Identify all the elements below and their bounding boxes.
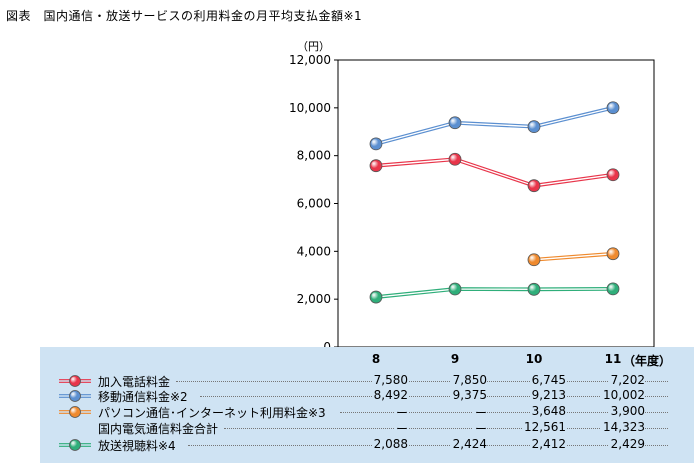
y-tick-label: 10,000 (289, 101, 331, 115)
table-row: 加入電話料金 7,580 7,850 6,745 7,202 (40, 372, 694, 390)
x-tick-label: 9 (450, 352, 460, 366)
data-point-highlight (529, 284, 537, 292)
y-tick-label: 8,000 (297, 149, 331, 163)
table-cell-wrap: 7,202 (573, 373, 645, 387)
data-point-highlight (529, 122, 537, 130)
table-cell-wrap: 9,213 (494, 388, 566, 402)
data-point-highlight (450, 284, 458, 292)
table-cell: ー (393, 404, 408, 421)
table-cell: 14,323 (601, 420, 645, 434)
x-tick-label: 10 (525, 352, 543, 366)
legend-marker-3 (59, 406, 91, 418)
series-label: 放送視聴料※4 (98, 439, 176, 453)
y-tick-label: 12,000 (289, 53, 331, 67)
y-axis-unit: （円） (297, 40, 330, 53)
table-row: 国内電気通信料金合計 ー ー 12,561 14,323 (40, 419, 694, 437)
legend-marker-2 (59, 390, 91, 402)
plot-area (337, 59, 655, 348)
series-line-3 (533, 254, 614, 262)
table-cell-wrap: 10,002 (573, 388, 645, 402)
table-cell: 7,850 (450, 373, 487, 387)
table-cell: 2,429 (608, 437, 645, 451)
table-cell-wrap: 2,429 (573, 437, 645, 451)
table-cell-wrap: 7,850 (415, 373, 487, 387)
y-tick-label: 6,000 (297, 197, 331, 211)
table-cell-wrap: 14,323 (573, 420, 645, 434)
table-cell: 10,002 (601, 388, 645, 402)
legend-marker-1 (59, 375, 91, 387)
leader-dots (176, 381, 668, 382)
series-label: 移動通信料金※2 (98, 390, 188, 404)
table-cell-wrap: 9,375 (415, 388, 487, 402)
data-point-highlight (450, 154, 458, 162)
x-tick-label: 8 (371, 352, 381, 366)
data-point-highlight (608, 249, 616, 257)
series-line-5 (375, 287, 614, 297)
data-point-highlight (371, 292, 379, 300)
table-cell-wrap: 2,412 (494, 437, 566, 451)
y-tick-label: 4,000 (297, 244, 331, 258)
leader-dots (340, 412, 668, 413)
table-row: 放送視聴料※4 2,088 2,424 2,412 2,429 (40, 436, 694, 454)
table-cell: 2,412 (529, 437, 566, 451)
legend-marker-5 (59, 439, 91, 451)
table-cell-wrap: ー (415, 404, 487, 421)
table-cell: ー (393, 420, 408, 437)
table-cell-wrap: 7,580 (336, 373, 408, 387)
table-cell: 9,213 (529, 388, 566, 402)
table-cell: 7,202 (608, 373, 645, 387)
table-cell-wrap: 2,088 (336, 437, 408, 451)
series-line-1 (375, 159, 614, 188)
series-line-2 (375, 108, 614, 146)
y-tick-label: 2,000 (297, 292, 331, 306)
table-row: パソコン通信･インターネット利用料金※3 ー ー 3,648 3,900 (40, 403, 694, 421)
table-cell: 7,580 (371, 373, 408, 387)
chart-title: 図表 国内通信・放送サービスの利用料金の月平均支払金額※1 (6, 9, 363, 23)
table-cell-wrap: 3,648 (494, 404, 566, 418)
table-cell: ー (472, 420, 487, 437)
data-point-highlight (608, 170, 616, 178)
table-cell-wrap: 6,745 (494, 373, 566, 387)
data-point-highlight (371, 139, 379, 147)
table-cell-wrap: ー (415, 420, 487, 437)
leader-dots (200, 396, 668, 397)
data-point-highlight (608, 284, 616, 292)
data-point-highlight (371, 161, 379, 169)
series-line-1 (375, 157, 614, 185)
series-line-3 (533, 251, 614, 260)
table-cell: 6,745 (529, 373, 566, 387)
table-row: 移動通信料金※2 8,492 9,375 9,213 10,002 (40, 387, 694, 405)
series-label: パソコン通信･インターネット利用料金※3 (98, 406, 326, 420)
series-label: 加入電話料金 (98, 375, 171, 389)
table-cell: 12,561 (522, 420, 566, 434)
table-cell: ー (472, 404, 487, 421)
data-point-highlight (608, 103, 616, 111)
x-tick-label: 11 (604, 352, 622, 366)
table-cell: 9,375 (450, 388, 487, 402)
series-label: 国内電気通信料金合計 (98, 422, 219, 436)
table-cell: 3,900 (608, 404, 645, 418)
table-cell: 8,492 (371, 388, 408, 402)
leader-dots (188, 445, 668, 446)
table-cell-wrap: ー (336, 404, 408, 421)
data-table: 8 9 10 11 （年度） 加入電話料金 7,580 7,850 6,745 7,202 移動通… (40, 347, 694, 463)
x-axis-unit: （年度） (623, 354, 672, 368)
table-cell-wrap: 12,561 (494, 420, 566, 434)
leader-dots (224, 428, 668, 429)
table-cell-wrap: 8,492 (336, 388, 408, 402)
table-cell-wrap: 2,424 (415, 437, 487, 451)
data-point-highlight (529, 255, 537, 263)
table-cell: 2,424 (450, 437, 487, 451)
table-cell-wrap: ー (336, 420, 408, 437)
data-point-highlight (529, 181, 537, 189)
table-cell-wrap: 3,900 (573, 404, 645, 418)
series-line-5 (375, 289, 614, 299)
data-point-highlight (450, 118, 458, 126)
table-cell: 3,648 (529, 404, 566, 418)
series-line-2 (375, 105, 614, 144)
table-cell: 2,088 (371, 437, 408, 451)
